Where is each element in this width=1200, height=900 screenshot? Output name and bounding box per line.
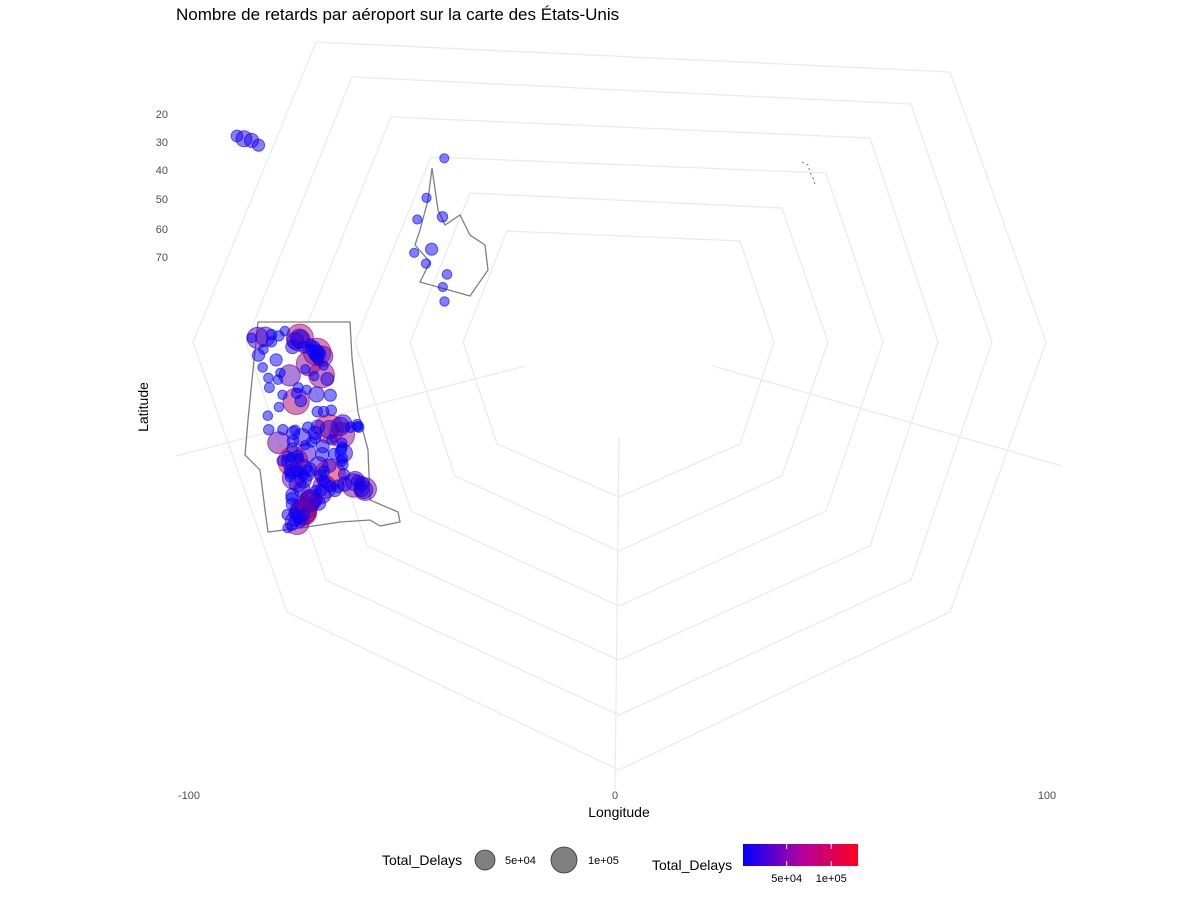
grid-circle-2	[354, 156, 884, 607]
y-tick-label: 30	[156, 137, 168, 149]
size-legend-label-small: 5e+04	[505, 855, 536, 867]
airport-point	[286, 452, 297, 463]
airport-point	[269, 353, 283, 367]
colorbar-tick-label: 5e+04	[771, 873, 802, 885]
airport-point	[320, 372, 335, 386]
airport-point	[277, 424, 289, 436]
airport-point	[263, 372, 274, 384]
grid-circle-5	[192, 41, 1047, 771]
airport-point	[319, 476, 332, 489]
airport-point	[257, 362, 269, 373]
color-legend-bar	[743, 844, 858, 866]
grid-spoke-1	[175, 365, 526, 457]
airport-point	[246, 332, 257, 344]
airport-point	[281, 508, 294, 521]
color-legend-ticks: 5e+04 1e+05	[771, 844, 847, 885]
airport-point	[299, 488, 321, 511]
airport-point	[265, 336, 278, 348]
y-tick-label: 60	[156, 224, 168, 236]
x-axis-label: Longitude	[588, 804, 650, 820]
airport-point	[344, 421, 357, 434]
airport-point	[299, 440, 311, 451]
airport-point	[300, 364, 311, 375]
y-axis-label: Latitude	[135, 382, 151, 432]
grid-circle-0	[462, 230, 775, 498]
airport-point	[409, 247, 420, 258]
y-tick-labels: 20 30 40 50 60 70	[156, 109, 168, 264]
us-outline	[244, 161, 816, 533]
airport-point	[282, 522, 293, 534]
chart-title: Nombre de retards par aéroport sur la ca…	[176, 5, 620, 24]
x-tick-label: 0	[612, 790, 618, 802]
grid-circle-4	[245, 76, 993, 716]
airport-point	[336, 452, 349, 464]
size-legend-key-large	[550, 846, 578, 874]
grid-circle-3	[299, 116, 939, 661]
airport-point	[290, 387, 303, 400]
color-legend-title: Total_Delays	[652, 857, 732, 873]
airport-point	[441, 269, 453, 280]
grid-spoke-0	[614, 436, 620, 791]
airport-point	[337, 468, 351, 481]
airport-point	[326, 434, 338, 446]
airport-points	[230, 129, 453, 536]
airport-point	[437, 281, 448, 293]
x-tick-label: 100	[1038, 790, 1056, 802]
airport-point	[258, 344, 269, 355]
airport-point	[275, 367, 286, 378]
mainland-outline	[244, 321, 401, 533]
airport-point	[262, 410, 274, 422]
airport-point	[323, 388, 337, 402]
airport-point	[439, 296, 450, 307]
airport-point	[421, 192, 432, 203]
airport-point	[263, 424, 275, 436]
airport-point	[309, 370, 320, 382]
size-legend-key-small	[474, 849, 496, 871]
airport-point	[420, 258, 432, 269]
airport-point	[351, 474, 365, 488]
airport-point	[289, 424, 301, 436]
airport-point	[302, 421, 315, 434]
y-tick-label: 20	[156, 109, 168, 121]
y-tick-label: 70	[156, 252, 168, 264]
x-tick-labels: -100 0 100	[178, 790, 1056, 802]
airport-point	[284, 471, 296, 483]
airport-point	[285, 339, 300, 355]
airport-point	[277, 389, 288, 400]
airport-point	[273, 401, 285, 413]
color-legend: Total_Delays 5e+04 1e+05	[652, 844, 858, 885]
airport-point	[325, 404, 338, 417]
size-legend: Total_Delays 5e+04 1e+05	[382, 846, 619, 874]
airport-point	[425, 242, 439, 256]
airport-point	[336, 441, 348, 453]
size-legend-label-large: 1e+05	[588, 855, 619, 867]
size-legend-title: Total_Delays	[382, 852, 462, 868]
airport-point	[285, 487, 300, 502]
y-tick-label: 50	[156, 194, 168, 206]
polar-grid	[175, 41, 1063, 791]
airport-point	[318, 360, 329, 371]
airport-point	[439, 153, 450, 164]
airport-point	[309, 350, 320, 361]
alaska-outline	[414, 167, 489, 297]
x-tick-label: -100	[178, 790, 200, 802]
islands-outline	[801, 161, 816, 187]
airport-point	[263, 382, 275, 394]
airport-point	[309, 431, 322, 445]
airport-point	[412, 214, 423, 225]
grid-spoke-2	[712, 365, 1063, 467]
y-tick-label: 40	[156, 165, 168, 177]
airport-point	[251, 138, 266, 152]
airport-point	[436, 211, 449, 223]
airport-point	[230, 129, 244, 143]
colorbar-tick-label: 1e+05	[816, 873, 847, 885]
grid-circle-1	[409, 192, 829, 552]
